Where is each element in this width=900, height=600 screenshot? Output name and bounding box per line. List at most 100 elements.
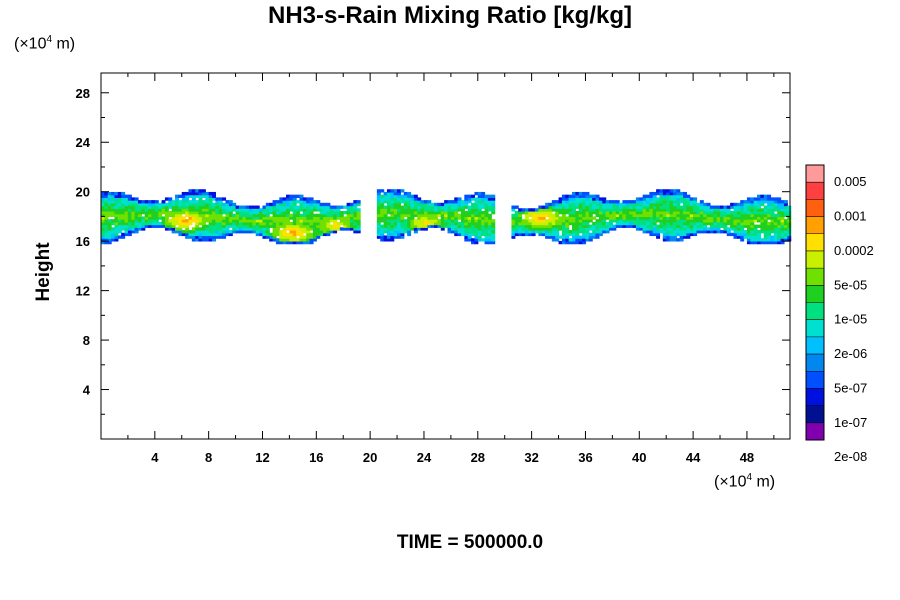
field-cell — [195, 210, 200, 215]
field-cell — [565, 235, 570, 239]
field-cell — [104, 197, 109, 201]
field-cell — [235, 221, 240, 226]
field-cell — [595, 219, 600, 223]
field-cell — [397, 200, 402, 204]
field-cell — [212, 221, 216, 226]
field-cell — [434, 213, 439, 218]
field-cell — [511, 213, 516, 218]
field-cell — [259, 224, 264, 228]
field-cell — [161, 216, 166, 220]
field-cell — [672, 208, 677, 212]
field-cell — [175, 213, 179, 218]
field-cell — [316, 213, 321, 218]
field-cell — [454, 213, 459, 218]
field-cell — [743, 200, 748, 204]
field-cell — [760, 197, 765, 201]
field-cell — [598, 227, 603, 231]
field-cell — [598, 219, 603, 223]
field-cell — [683, 210, 687, 215]
field-cell — [457, 202, 462, 207]
field-cell — [181, 202, 186, 207]
field-cell — [316, 221, 321, 226]
field-cell — [672, 205, 677, 209]
field-cell — [450, 205, 455, 209]
field-cell — [464, 232, 469, 237]
field-cell — [471, 227, 476, 231]
colorbar-swatch — [806, 302, 824, 320]
field-cell — [141, 227, 146, 231]
field-cell — [750, 238, 755, 242]
field-cell — [299, 200, 304, 204]
field-cell — [538, 227, 543, 231]
field-cell — [471, 216, 476, 220]
field-cell — [252, 227, 257, 231]
field-cell — [656, 202, 661, 207]
field-cell — [740, 235, 745, 239]
field-cell — [114, 238, 119, 242]
field-cell — [770, 205, 775, 209]
field-cell — [111, 191, 116, 196]
field-cell — [703, 219, 708, 223]
field-cell — [750, 202, 755, 207]
field-cell — [222, 219, 227, 223]
field-cell — [386, 208, 391, 212]
field-cell — [407, 227, 412, 231]
field-cell — [575, 216, 580, 220]
field-cell — [407, 202, 412, 207]
field-cell — [743, 219, 748, 223]
field-cell — [158, 213, 163, 218]
field-cell — [131, 205, 136, 209]
field-cell — [158, 205, 163, 209]
field-cell — [467, 200, 472, 204]
field-cell — [736, 219, 741, 223]
field-cell — [181, 224, 186, 228]
field-cell — [124, 205, 129, 209]
field-cell — [413, 230, 418, 234]
field-cell — [326, 202, 331, 207]
field-cell — [181, 191, 186, 196]
field-cell — [588, 213, 593, 218]
field-cell — [736, 221, 741, 226]
colorbar-label: 1e-07 — [834, 415, 867, 430]
field-cell — [323, 210, 328, 215]
field-cell — [642, 200, 647, 204]
field-cell — [161, 202, 166, 207]
field-cell — [511, 232, 516, 237]
field-cell — [757, 200, 761, 204]
field-cell — [333, 213, 338, 218]
field-cell — [578, 230, 583, 234]
field-cell — [696, 202, 701, 207]
field-cell — [323, 202, 328, 207]
field-cell — [131, 208, 136, 212]
field-cell — [730, 232, 735, 237]
field-cell — [757, 240, 761, 245]
field-cell — [571, 205, 576, 209]
field-cell — [427, 200, 432, 204]
field-cell — [407, 230, 412, 234]
field-cell — [326, 232, 331, 237]
field-cell — [565, 200, 570, 204]
field-cell — [767, 213, 772, 218]
field-cell — [548, 230, 553, 234]
field-cell — [619, 221, 624, 226]
x-tick-label: 20 — [363, 450, 377, 465]
field-cell — [339, 219, 344, 223]
field-cell — [185, 232, 190, 237]
field-cell — [666, 235, 671, 239]
field-cell — [699, 219, 704, 223]
field-cell — [376, 232, 381, 237]
field-cell — [141, 200, 146, 204]
field-cell — [185, 205, 190, 209]
field-cell — [299, 227, 304, 231]
field-cell — [679, 191, 684, 196]
field-cell — [417, 213, 422, 218]
field-cell — [524, 219, 529, 223]
field-cell — [545, 219, 550, 223]
field-cell — [632, 208, 637, 212]
field-cell — [306, 200, 311, 204]
field-cell — [232, 224, 237, 228]
field-cell — [265, 213, 270, 218]
field-cell — [242, 224, 247, 228]
field-cell — [598, 210, 603, 215]
field-cell — [753, 224, 758, 228]
